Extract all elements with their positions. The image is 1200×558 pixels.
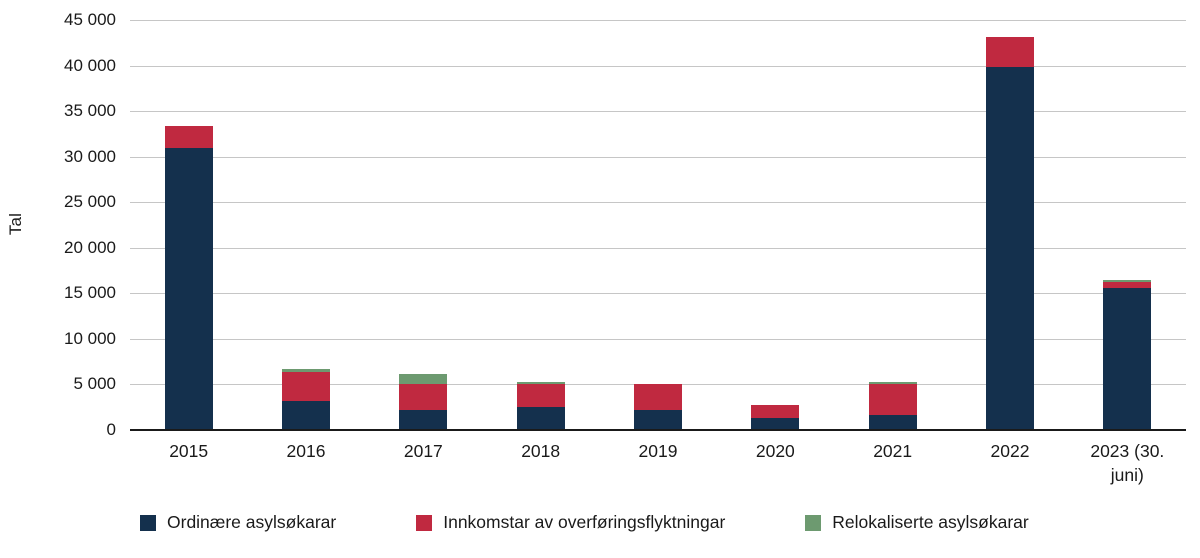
x-tick-label: 2020: [755, 441, 795, 461]
bar-segment: [399, 383, 448, 410]
y-tick-label: 15 000: [64, 283, 116, 303]
x-tick-label: 2015: [169, 441, 209, 461]
bar-segment: [516, 381, 565, 385]
legend-label: Ordinære asylsøkarar: [167, 512, 337, 532]
legend-item: Innkomstar av overføringsflyktningar: [416, 512, 725, 533]
y-tick-label: 20 000: [64, 237, 116, 257]
y-tick-label: 35 000: [64, 101, 116, 121]
gridline: [130, 338, 1186, 340]
bar-group: [282, 20, 330, 430]
bar-segment: [634, 384, 682, 410]
bar-segment: [986, 67, 1034, 430]
bar-segment: [868, 415, 917, 430]
bar-segment: [1103, 281, 1152, 288]
bar-group: [868, 20, 917, 430]
bar-group: [516, 20, 565, 430]
gridline: [130, 202, 1186, 204]
bar-segment: [399, 409, 448, 430]
bar-segment: [516, 384, 565, 408]
bar-group: [634, 20, 682, 430]
bar-segment: [1103, 287, 1152, 430]
bar-segment: [634, 409, 682, 430]
bar-segment: [282, 400, 330, 430]
bar-group: [751, 20, 800, 430]
bar-segment: [751, 405, 800, 419]
x-tick-label: 2018: [521, 441, 561, 461]
x-axis-line: [130, 429, 1186, 431]
legend: Ordinære asylsøkarar Innkomstar av overfø…: [140, 512, 1029, 533]
bar-segment: [282, 371, 330, 401]
bar-segment: [164, 125, 213, 149]
bar-segment: [986, 37, 1034, 68]
y-tick-label: 30 000: [64, 146, 116, 166]
bar-group: [1103, 20, 1152, 430]
bar-group: [986, 20, 1034, 430]
y-tick-label: 40 000: [64, 55, 116, 75]
bar-segment: [1103, 279, 1152, 282]
x-tick-label: 2021: [873, 441, 913, 461]
bar-group: [164, 20, 213, 430]
gridline: [130, 293, 1186, 295]
x-axis-labels: 2015 2016 2017 2018 2019 2020 2021 2022 2023 (30…: [130, 440, 1186, 498]
bar-segment: [868, 384, 917, 416]
legend-item: Relokaliserte asylsøkarar: [805, 512, 1029, 533]
legend-item: Ordinære asylsøkarar: [140, 512, 336, 533]
x-tick-label: 2023 (30. juni): [1090, 441, 1165, 485]
gridline: [130, 20, 1186, 21]
plot-area: 0 5 000 10 000 15 000 20 000 25 000 30 000 35 0…: [64, 10, 1186, 439]
x-tick-label: 2019: [638, 441, 678, 461]
bar-segment: [399, 374, 448, 384]
gridline: [130, 156, 1186, 158]
legend-swatch: [416, 514, 433, 531]
legend-label: Relokaliserte asylsøkarar: [832, 512, 1029, 532]
gridline: [130, 65, 1186, 67]
x-tick-label: 2017: [403, 441, 443, 461]
legend-swatch: [805, 514, 822, 531]
bar-segment: [164, 148, 213, 430]
gridline: [130, 247, 1186, 249]
gridline: [130, 111, 1186, 113]
bar-segment: [868, 382, 917, 385]
bar-segment: [751, 418, 800, 430]
y-axis-title: Tal: [6, 212, 25, 236]
y-tick-label: 25 000: [64, 192, 116, 212]
x-tick-label: 2022: [990, 441, 1030, 461]
legend-swatch: [140, 514, 156, 531]
y-tick-label: 10 000: [64, 328, 116, 348]
y-tick-label: 0: [106, 420, 116, 439]
bar-group: [399, 20, 448, 430]
y-tick-label: 5 000: [73, 374, 116, 394]
x-tick-label: 2016: [286, 441, 326, 461]
legend-label: Innkomstar av overføringsflyktningar: [443, 512, 726, 532]
bar-segment: [282, 369, 330, 372]
bar-segment: [516, 407, 565, 430]
y-tick-label: 45 000: [64, 10, 116, 29]
